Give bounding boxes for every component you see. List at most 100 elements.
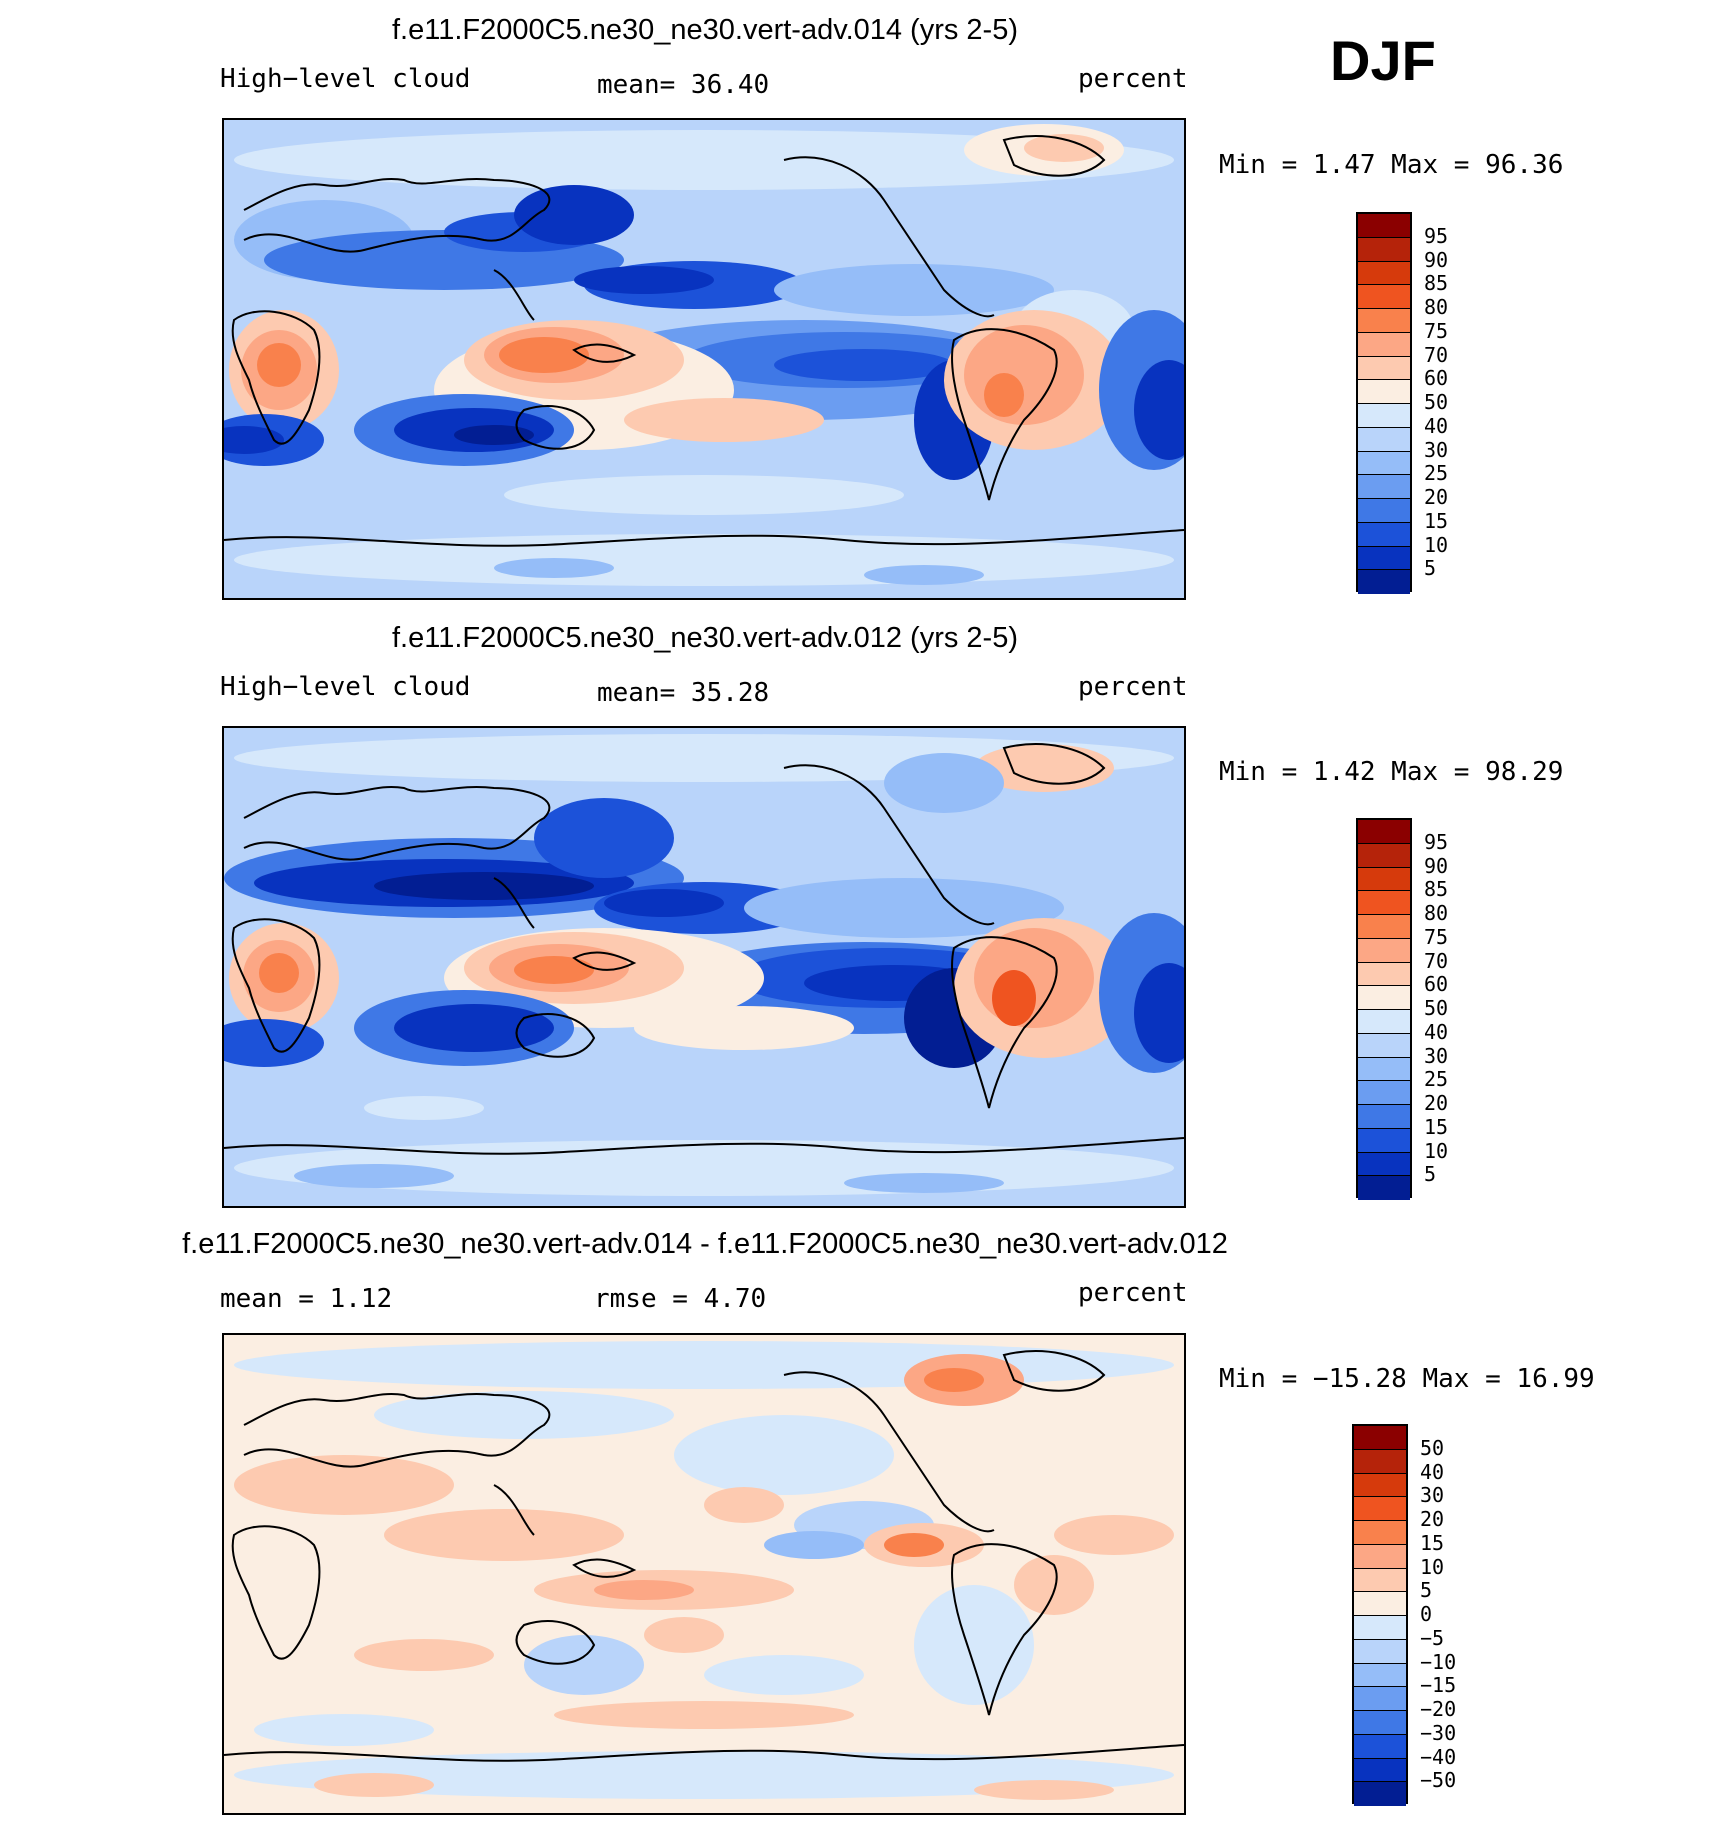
- colorbar-swatch: [1354, 1449, 1406, 1474]
- colorbar-tick-label: 30: [1424, 437, 1449, 462]
- colorbar-swatch: [1358, 546, 1410, 571]
- colorbar-tick-label: 30: [1424, 1043, 1449, 1068]
- panel-3-title: f.e11.F2000C5.ne30_ne30.vert-adv.014 - f…: [182, 1228, 1228, 1260]
- panel-1-colorbar-swatches: [1356, 212, 1412, 594]
- colorbar-swatch: [1358, 522, 1410, 547]
- colorbar-swatch: [1358, 356, 1410, 381]
- colorbar-tick-label: −15: [1420, 1673, 1457, 1698]
- colorbar-swatch: [1354, 1639, 1406, 1664]
- colorbar-tick-label: 20: [1420, 1507, 1445, 1531]
- panel-3-units-label: percent: [1078, 1278, 1188, 1308]
- colorbar-swatch: [1358, 867, 1410, 892]
- colorbar-tick-label: −40: [1420, 1744, 1457, 1769]
- colorbar-tick-label: 5: [1424, 556, 1437, 581]
- colorbar-tick-label: 20: [1424, 1091, 1449, 1115]
- colorbar-swatch: [1354, 1568, 1406, 1593]
- colorbar-swatch: [1358, 1152, 1410, 1177]
- panel-2-map: [222, 726, 1186, 1208]
- colorbar-swatch: [1358, 962, 1410, 987]
- colorbar-swatch: [1358, 1105, 1410, 1129]
- colorbar-tick-label: 10: [1424, 532, 1449, 557]
- panel-3-colorbar-swatches: [1352, 1424, 1408, 1806]
- colorbar-tick-label: 15: [1424, 508, 1449, 533]
- colorbar-tick-label: 50: [1424, 996, 1449, 1020]
- colorbar-tick-label: −5: [1420, 1625, 1445, 1650]
- colorbar-tick-label: 70: [1424, 342, 1449, 367]
- colorbar-tick-label: 5: [1420, 1578, 1433, 1603]
- colorbar-swatch: [1358, 309, 1410, 333]
- colorbar-tick-label: 15: [1424, 1114, 1449, 1139]
- colorbar-tick-label: 40: [1424, 413, 1449, 438]
- colorbar-tick-label: 50: [1424, 390, 1449, 414]
- panel-1-variable-label: High−level cloud: [220, 64, 471, 94]
- panel-2-map-field: [224, 728, 1184, 1206]
- panel-1-map-field: [224, 120, 1184, 598]
- colorbar-tick-label: 80: [1424, 901, 1449, 925]
- colorbar-tick-label: 10: [1424, 1138, 1449, 1163]
- colorbar-swatch: [1358, 986, 1410, 1010]
- panel-1-units-label: percent: [1078, 64, 1188, 94]
- panel-1-title: f.e11.F2000C5.ne30_ne30.vert-adv.014 (yr…: [391, 14, 1019, 46]
- panel-2-variable-label: High−level cloud: [220, 672, 471, 702]
- colorbar-swatch: [1358, 1081, 1410, 1105]
- colorbar-swatch: [1358, 285, 1410, 309]
- panel-1-minmax-label: Min = 1.47 Max = 96.36: [1219, 150, 1564, 180]
- panel-2-title: f.e11.F2000C5.ne30_ne30.vert-adv.012 (yr…: [391, 622, 1019, 654]
- colorbar-tick-label: 95: [1424, 829, 1449, 854]
- panel-3-rmse-label: rmse = 4.70: [594, 1284, 767, 1314]
- colorbar-swatch: [1354, 1544, 1406, 1569]
- colorbar-swatch: [1358, 214, 1410, 238]
- colorbar-swatch: [1354, 1426, 1406, 1450]
- colorbar-tick-label: 5: [1424, 1162, 1437, 1187]
- colorbar-swatch: [1358, 475, 1410, 499]
- colorbar-swatch: [1354, 1616, 1406, 1640]
- colorbar-tick-label: 70: [1424, 948, 1449, 973]
- colorbar-swatch: [1358, 404, 1410, 428]
- panel-3-mean-label: mean = 1.12: [220, 1284, 393, 1314]
- colorbar-swatch: [1358, 499, 1410, 523]
- panel-2-colorbar-swatches: [1356, 818, 1412, 1200]
- panel-3-map: [222, 1333, 1186, 1815]
- colorbar-tick-label: 40: [1420, 1459, 1445, 1484]
- colorbar-tick-label: 20: [1424, 485, 1449, 509]
- colorbar-swatch: [1358, 427, 1410, 452]
- colorbar-swatch: [1358, 1033, 1410, 1058]
- colorbar-swatch: [1354, 1782, 1406, 1806]
- panel-1-map: [222, 118, 1186, 600]
- colorbar-swatch: [1358, 891, 1410, 915]
- colorbar-tick-label: 60: [1424, 972, 1449, 997]
- panel-3-map-field: [224, 1335, 1184, 1813]
- panel-2-minmax-label: Min = 1.42 Max = 98.29: [1219, 757, 1564, 787]
- colorbar-swatch: [1358, 938, 1410, 963]
- season-label: DJF: [1330, 29, 1436, 92]
- colorbar-tick-label: −20: [1420, 1697, 1457, 1721]
- colorbar-tick-label: 15: [1420, 1530, 1445, 1555]
- colorbar-swatch: [1358, 1176, 1410, 1200]
- colorbar-swatch: [1358, 570, 1410, 594]
- colorbar-swatch: [1358, 332, 1410, 357]
- colorbar-tick-label: 30: [1420, 1483, 1445, 1508]
- colorbar-tick-label: −50: [1420, 1768, 1457, 1793]
- colorbar-tick-label: 95: [1424, 223, 1449, 248]
- colorbar-tick-label: −30: [1420, 1720, 1457, 1745]
- panel-1-mean-label: mean= 36.40: [597, 70, 770, 100]
- colorbar-tick-label: 75: [1424, 318, 1449, 343]
- colorbar-swatch: [1354, 1473, 1406, 1498]
- colorbar-swatch: [1358, 451, 1410, 476]
- colorbar-swatch: [1358, 237, 1410, 262]
- colorbar-tick-label: 10: [1420, 1554, 1445, 1579]
- colorbar-swatch: [1358, 1057, 1410, 1082]
- colorbar-swatch: [1358, 1128, 1410, 1153]
- colorbar-swatch: [1358, 261, 1410, 286]
- colorbar-tick-label: 40: [1424, 1019, 1449, 1044]
- colorbar-tick-label: 75: [1424, 924, 1449, 949]
- colorbar-swatch: [1354, 1734, 1406, 1759]
- panel-3-minmax-label: Min = −15.28 Max = 16.99: [1219, 1364, 1595, 1394]
- colorbar-tick-label: 90: [1424, 853, 1449, 878]
- panel-2-units-label: percent: [1078, 672, 1188, 702]
- colorbar-tick-label: 25: [1424, 461, 1449, 486]
- colorbar-tick-label: 85: [1424, 877, 1449, 902]
- colorbar-tick-label: 25: [1424, 1067, 1449, 1092]
- colorbar-swatch: [1358, 843, 1410, 868]
- colorbar-swatch: [1354, 1711, 1406, 1735]
